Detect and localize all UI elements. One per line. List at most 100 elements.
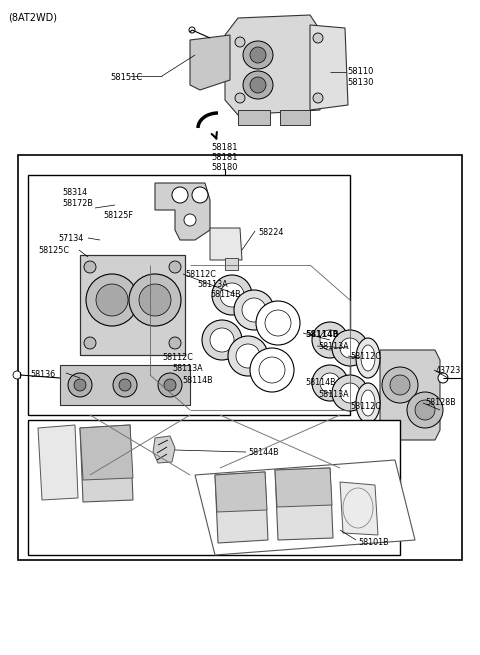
Ellipse shape <box>236 344 260 368</box>
Ellipse shape <box>220 283 244 307</box>
Polygon shape <box>275 468 333 540</box>
Ellipse shape <box>259 357 285 383</box>
Polygon shape <box>238 110 270 125</box>
Text: (8AT2WD): (8AT2WD) <box>8 12 57 22</box>
Polygon shape <box>275 468 332 507</box>
Text: 58181: 58181 <box>212 153 238 162</box>
Text: 58112C: 58112C <box>350 352 381 361</box>
Ellipse shape <box>343 488 373 528</box>
Text: 58112C: 58112C <box>162 353 193 362</box>
Ellipse shape <box>361 345 375 371</box>
Ellipse shape <box>356 338 380 378</box>
Text: 57134: 57134 <box>58 234 83 243</box>
Polygon shape <box>80 425 133 502</box>
Polygon shape <box>60 365 190 405</box>
Ellipse shape <box>332 330 368 366</box>
Ellipse shape <box>169 337 181 349</box>
Ellipse shape <box>382 367 418 403</box>
Ellipse shape <box>202 320 242 360</box>
Ellipse shape <box>68 373 92 397</box>
Ellipse shape <box>390 375 410 395</box>
Polygon shape <box>310 25 348 110</box>
Ellipse shape <box>192 187 208 203</box>
Text: 58113A: 58113A <box>318 390 348 399</box>
Polygon shape <box>153 436 175 463</box>
Bar <box>18 155 462 560</box>
Ellipse shape <box>113 373 137 397</box>
Text: 58172B: 58172B <box>62 199 93 208</box>
Ellipse shape <box>438 373 448 383</box>
Ellipse shape <box>415 400 435 420</box>
Ellipse shape <box>340 338 360 358</box>
Polygon shape <box>38 425 78 500</box>
Text: 43723: 43723 <box>436 366 461 375</box>
Text: 58113A: 58113A <box>172 364 203 373</box>
Ellipse shape <box>242 298 266 322</box>
Ellipse shape <box>96 284 128 316</box>
Polygon shape <box>225 15 320 115</box>
Ellipse shape <box>212 275 252 315</box>
Text: 58125F: 58125F <box>103 211 133 220</box>
Polygon shape <box>80 425 133 480</box>
Ellipse shape <box>312 322 348 358</box>
Polygon shape <box>210 228 242 260</box>
Ellipse shape <box>332 375 368 411</box>
Ellipse shape <box>320 373 340 393</box>
Text: 58180: 58180 <box>212 163 238 172</box>
Text: 58151C: 58151C <box>110 73 142 82</box>
Ellipse shape <box>129 274 181 326</box>
Polygon shape <box>340 482 378 535</box>
Ellipse shape <box>158 373 182 397</box>
Ellipse shape <box>361 390 375 416</box>
Ellipse shape <box>84 261 96 273</box>
Polygon shape <box>155 183 210 240</box>
Ellipse shape <box>184 214 196 226</box>
Polygon shape <box>280 110 310 125</box>
Text: 58112C: 58112C <box>350 402 381 411</box>
Ellipse shape <box>312 365 348 401</box>
Ellipse shape <box>340 383 360 403</box>
Polygon shape <box>380 350 440 440</box>
Ellipse shape <box>256 301 300 345</box>
Text: 58112C: 58112C <box>185 270 216 279</box>
Text: 58114B: 58114B <box>182 376 213 385</box>
Ellipse shape <box>74 379 86 391</box>
Bar <box>28 175 350 415</box>
Ellipse shape <box>86 274 138 326</box>
Ellipse shape <box>250 77 266 93</box>
Polygon shape <box>215 472 267 512</box>
Polygon shape <box>80 255 185 355</box>
Polygon shape <box>195 460 415 555</box>
Text: 58114B: 58114B <box>210 290 240 299</box>
Text: 58144B: 58144B <box>248 448 278 457</box>
Text: 58314: 58314 <box>62 188 87 197</box>
Ellipse shape <box>189 27 195 33</box>
Ellipse shape <box>243 41 273 69</box>
Polygon shape <box>190 35 230 90</box>
Text: 58125C: 58125C <box>38 246 69 255</box>
Ellipse shape <box>407 392 443 428</box>
Text: 58114B: 58114B <box>305 330 339 339</box>
Text: 58113A: 58113A <box>318 342 348 351</box>
Ellipse shape <box>210 328 234 352</box>
Ellipse shape <box>313 93 323 103</box>
Ellipse shape <box>234 290 274 330</box>
Text: 58136: 58136 <box>30 370 55 379</box>
Ellipse shape <box>139 284 171 316</box>
Ellipse shape <box>265 310 291 336</box>
Text: 58181: 58181 <box>212 143 238 152</box>
Ellipse shape <box>243 71 273 99</box>
Ellipse shape <box>250 348 294 392</box>
Ellipse shape <box>84 337 96 349</box>
Ellipse shape <box>235 93 245 103</box>
Ellipse shape <box>13 371 21 379</box>
Text: 58128B: 58128B <box>425 398 456 407</box>
Text: 58130: 58130 <box>347 78 373 87</box>
Ellipse shape <box>228 336 268 376</box>
Ellipse shape <box>356 383 380 423</box>
Bar <box>28 420 400 555</box>
Text: 58110: 58110 <box>347 67 373 76</box>
Ellipse shape <box>250 47 266 63</box>
Text: 58224: 58224 <box>258 228 283 237</box>
Ellipse shape <box>169 261 181 273</box>
